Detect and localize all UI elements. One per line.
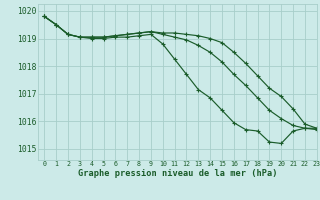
- X-axis label: Graphe pression niveau de la mer (hPa): Graphe pression niveau de la mer (hPa): [78, 169, 277, 178]
